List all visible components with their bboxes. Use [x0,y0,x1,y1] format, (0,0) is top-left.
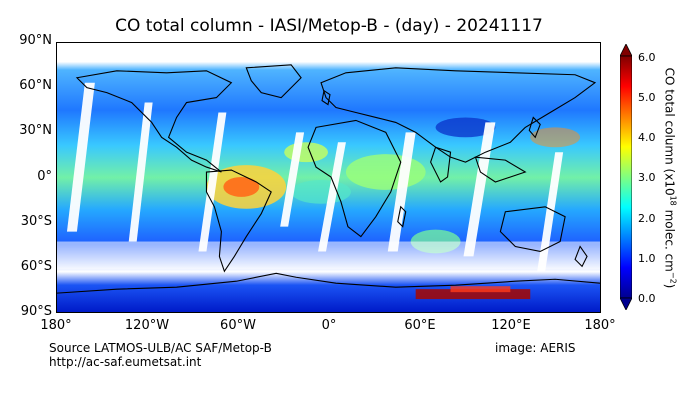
lon-label-60e: 60°E [404,318,436,333]
colorbar-gradient [620,55,632,299]
colorbar-min-arrow [620,297,632,310]
coastlines [57,64,600,294]
lon-label-60w: 60°W [220,318,256,333]
lat-label-30s: 30°S [20,214,52,229]
lon-label-0: 0° [321,318,337,333]
lat-label-60s: 60°S [20,259,52,274]
colorbar-max-arrow [620,44,632,57]
map-title: CO total column - IASI/Metop-B - (day) -… [115,16,543,36]
colorbar-tick-2: 2.0 [638,212,656,225]
lon-label-120e: 120°E [491,318,531,333]
lat-label-30n: 30°N [19,123,52,138]
lat-label-90n: 90°N [19,33,52,48]
colorbar-tick-1: 1.0 [638,252,656,265]
lon-label-180w: 180° [40,318,72,333]
colorbar-tick-0: 0.0 [638,292,656,305]
source-text: Source LATMOS-ULB/AC SAF/Metop-B [49,341,272,355]
colorbar-tick-6: 6.0 [638,51,656,64]
lat-label-60n: 60°N [19,78,52,93]
co-data-field [57,43,600,312]
lat-label-0: 0° [37,169,52,184]
lon-label-180e: 180° [584,318,616,333]
colorbar [620,44,632,310]
colorbar-tick-3: 3.0 [638,171,656,184]
lon-label-120w: 120°W [124,318,170,333]
colorbar-tick-5: 5.0 [638,91,656,104]
co-map-image [57,43,600,312]
lat-label-90s: 90°S [20,304,52,319]
co-map-panel [56,42,601,313]
image-credit: image: AERIS [495,341,576,355]
colorbar-label: CO total column (x1018 molec. cm−2) [662,67,678,289]
source-url: http://ac-saf.eumetsat.int [49,355,202,369]
colorbar-tick-4: 4.0 [638,131,656,144]
